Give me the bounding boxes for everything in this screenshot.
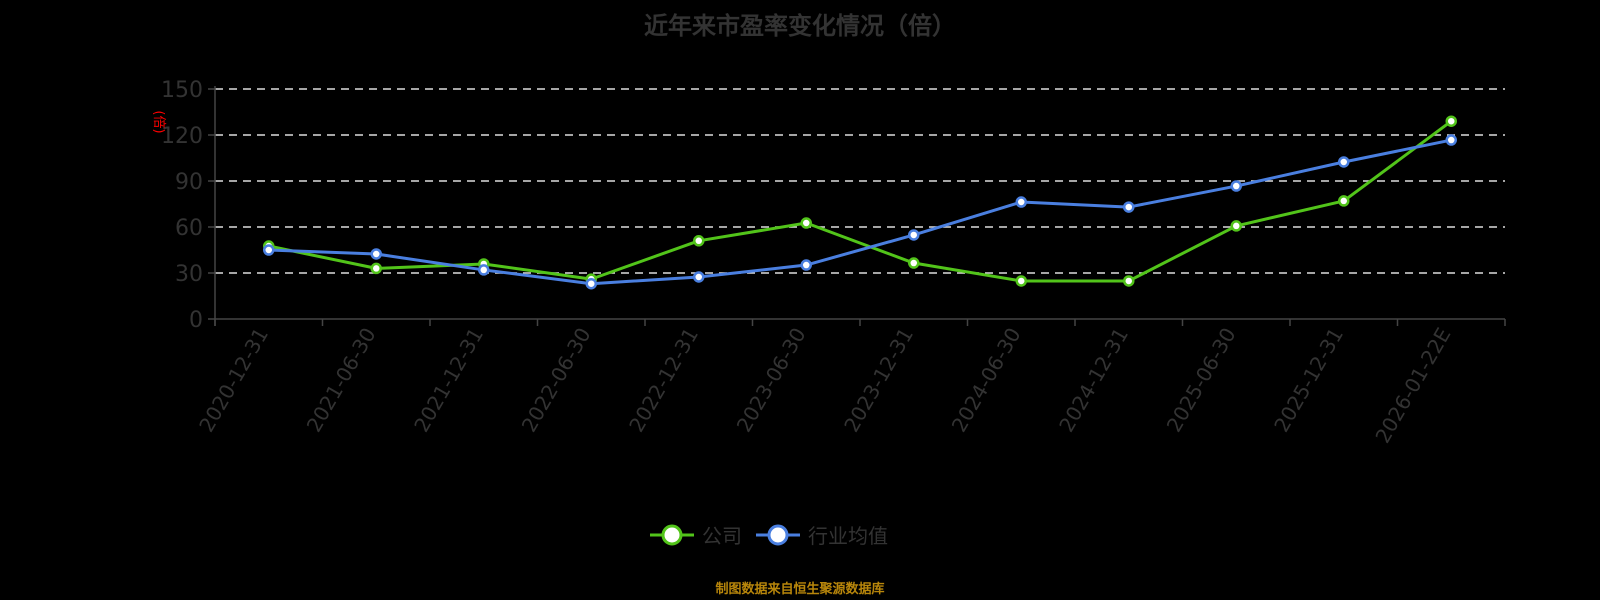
series-line-company [268, 119, 1453, 283]
chart-title: 近年来市盈率变化情况（倍） [644, 12, 956, 40]
y-tick-label: 30 [175, 262, 203, 287]
data-point[interactable] [1338, 156, 1350, 168]
legend-marker-company-icon [650, 524, 694, 545]
data-point[interactable] [585, 277, 597, 290]
x-tick-label: 2023-06-30 [732, 324, 811, 437]
data-point[interactable] [908, 257, 920, 269]
data-point[interactable] [800, 217, 812, 229]
data-point[interactable] [478, 264, 490, 276]
y-tick-label: 150 [161, 78, 203, 103]
y-tick-label: 0 [189, 308, 203, 333]
data-point[interactable] [370, 248, 382, 260]
legend-item-company[interactable]: 公司 [650, 520, 742, 549]
source-footer: 制图数据来自恒生聚源数据库 [715, 582, 885, 597]
data-point[interactable] [1230, 220, 1242, 232]
x-tick-label: 2026-01-22E [1370, 324, 1455, 448]
y-tick-label: 90 [175, 170, 203, 195]
data-point[interactable] [1123, 201, 1135, 213]
legend-marker-industry-icon [756, 524, 800, 545]
data-point[interactable] [1015, 196, 1027, 208]
data-point[interactable] [1123, 275, 1135, 287]
data-point[interactable] [370, 262, 382, 275]
y-tick-label: 60 [175, 216, 203, 241]
data-point[interactable] [693, 235, 705, 247]
data-point[interactable] [1230, 180, 1242, 192]
y-axis-unit-label: (倍) [151, 110, 166, 133]
data-point[interactable] [263, 244, 275, 256]
x-tick-label: 2025-12-31 [1269, 324, 1348, 437]
series-line-industry [268, 138, 1452, 286]
data-point[interactable] [1445, 115, 1457, 127]
data-point[interactable] [1445, 134, 1457, 146]
legend-label-industry: 行业均值 [808, 524, 888, 548]
x-tick-label: 2025-06-30 [1162, 324, 1241, 437]
x-tick-label: 2020-12-31 [194, 324, 273, 437]
x-tick-label: 2024-12-31 [1054, 324, 1133, 437]
data-point[interactable] [908, 229, 920, 241]
x-tick-label: 2021-12-31 [409, 324, 488, 437]
y-tick-label: 120 [161, 124, 203, 149]
data-point[interactable] [1015, 275, 1027, 287]
x-tick-label: 2022-12-31 [624, 324, 703, 437]
x-tick-label: 2021-06-30 [302, 324, 381, 437]
x-tick-label: 2023-12-31 [839, 324, 918, 437]
x-tick-label: 2024-06-30 [947, 324, 1026, 437]
data-point[interactable] [800, 259, 812, 271]
x-tick-label: 2022-06-30 [517, 324, 596, 437]
legend: 公司 行业均值 [650, 520, 888, 549]
legend-item-industry[interactable]: 行业均值 [756, 520, 888, 549]
data-point[interactable] [1338, 195, 1350, 207]
data-point[interactable] [693, 271, 705, 283]
legend-label-company: 公司 [702, 524, 742, 548]
